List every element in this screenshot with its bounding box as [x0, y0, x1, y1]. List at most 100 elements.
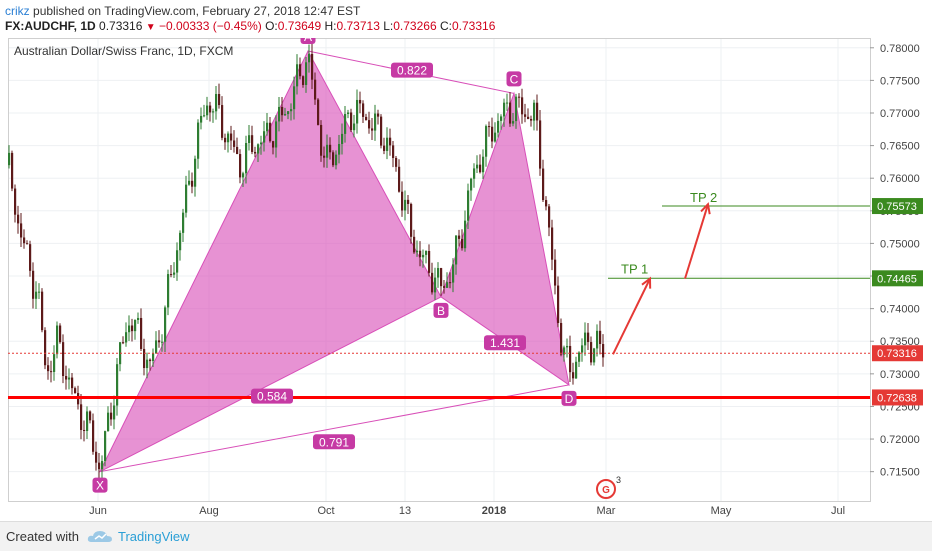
candle-body — [263, 131, 266, 143]
candle-body — [470, 178, 473, 191]
price-label-bg — [872, 345, 923, 362]
price-axis[interactable]: 0.78000 0.77500 0.77000 0.76500 0.76000 0.755… — [870, 43, 920, 479]
pattern-labels[interactable]: X A B C D 0.822 0.584 0.791 1.431 G3 — [92, 38, 622, 499]
candle-body — [521, 97, 524, 115]
candle-body — [110, 412, 113, 420]
ratio-label: 0.584 — [257, 390, 287, 404]
candle-body — [212, 111, 215, 113]
candle-body — [68, 377, 71, 380]
tradingview-cloud-icon — [87, 531, 112, 542]
tradingview-brand[interactable]: TradingView — [118, 529, 190, 544]
candle-body — [95, 451, 98, 463]
candle-body — [377, 113, 380, 117]
x-tick-label: 13 — [399, 505, 411, 517]
point-x-label: X — [96, 479, 104, 493]
candle-body — [560, 322, 563, 355]
candle-body — [176, 250, 179, 273]
candle-body — [98, 462, 101, 470]
candle-body — [143, 348, 146, 369]
candle-body — [575, 361, 578, 379]
candle-body — [515, 96, 518, 122]
candle-body — [65, 376, 68, 380]
candle-body — [50, 371, 53, 373]
symbol-label[interactable]: FX:AUDCHF, 1D — [5, 19, 96, 33]
pattern-line-xd — [99, 384, 570, 473]
candle-body — [227, 133, 230, 143]
ratio-label-bg — [251, 388, 293, 404]
close-label: C: — [439, 19, 452, 33]
candle-body — [545, 200, 548, 207]
candle-body — [20, 223, 23, 238]
candle-body — [269, 122, 272, 142]
ratio-label: 1.431 — [490, 336, 520, 350]
candle-body — [554, 259, 557, 286]
candle-body — [17, 214, 20, 224]
chart-area[interactable]: 0.78000 0.77500 0.77000 0.76500 0.76000 0.755… — [8, 38, 925, 520]
candle-body — [557, 285, 560, 323]
tp2-arrow-head — [700, 202, 711, 215]
candle-body — [335, 154, 338, 166]
price-change: −0.00333 (−0.45%) — [159, 19, 262, 33]
candle-body — [11, 152, 14, 189]
candle-body — [482, 156, 485, 173]
candle-body — [158, 340, 161, 343]
y-tick-label: 0.75000 — [880, 238, 920, 250]
candle-body — [500, 116, 503, 121]
close-value: 0.73316 — [451, 19, 496, 33]
candle-body — [89, 411, 92, 421]
candle-body — [83, 429, 86, 431]
ratio-label-bg — [391, 62, 433, 78]
y-tick-label: 0.76000 — [880, 173, 920, 185]
candle-body — [410, 203, 413, 237]
ohlc-legend: FX:AUDCHF, 1D 0.73316 ▼ −0.00333 (−0.45%… — [5, 19, 495, 33]
price-label: 0.72638 — [877, 392, 917, 404]
candle-body — [596, 330, 599, 349]
candle-body — [431, 272, 434, 293]
candle-body — [374, 113, 377, 131]
candle-body — [167, 274, 170, 308]
candle-body — [443, 286, 446, 288]
candle-body — [419, 250, 422, 258]
candle-body — [446, 282, 449, 288]
candle-body — [107, 412, 110, 432]
candle-body — [155, 340, 158, 354]
y-tick-label: 0.73000 — [880, 369, 920, 381]
ratio-label: 0.822 — [397, 64, 427, 78]
last-price: 0.73316 — [99, 19, 143, 33]
candle-body — [134, 320, 137, 332]
candle-body — [458, 235, 461, 239]
candle-body — [506, 102, 509, 104]
earnings-event-icon — [596, 479, 616, 499]
candle-body — [200, 115, 203, 123]
candle-body — [476, 164, 479, 169]
candle-body — [281, 106, 284, 116]
candle-body — [194, 158, 197, 187]
tp1-arrow — [612, 278, 651, 355]
author-link[interactable]: crikz — [5, 4, 30, 18]
harmonic-pattern[interactable] — [98, 49, 570, 473]
candle-body — [248, 135, 251, 144]
candle-body — [29, 244, 32, 271]
time-axis[interactable]: Jun Aug Oct 13 2018 Mar May Jul — [89, 505, 845, 517]
candle-body — [338, 144, 341, 155]
tp1-arrow-head — [641, 276, 652, 289]
candle-body — [590, 342, 593, 363]
open-value: 0.73649 — [277, 19, 322, 33]
candle-body — [383, 145, 386, 151]
candle-body — [473, 168, 476, 179]
candle-body — [80, 404, 83, 430]
candle-body — [74, 388, 77, 394]
candle-body — [311, 53, 314, 80]
price-label: 0.73316 — [877, 348, 917, 360]
candle-body — [293, 86, 296, 110]
high-label: H: — [324, 19, 337, 33]
price-chart[interactable]: 0.78000 0.77500 0.77000 0.76500 0.76000 0.755… — [8, 38, 925, 520]
candle-body — [44, 330, 47, 366]
candle-body — [224, 137, 227, 143]
candle-body — [572, 372, 575, 379]
candle-body — [149, 359, 152, 362]
price-levels[interactable]: TP 1 TP 2 — [8, 190, 870, 399]
candle-body — [353, 123, 356, 131]
candle-body — [239, 154, 242, 178]
candle-body — [242, 173, 245, 178]
